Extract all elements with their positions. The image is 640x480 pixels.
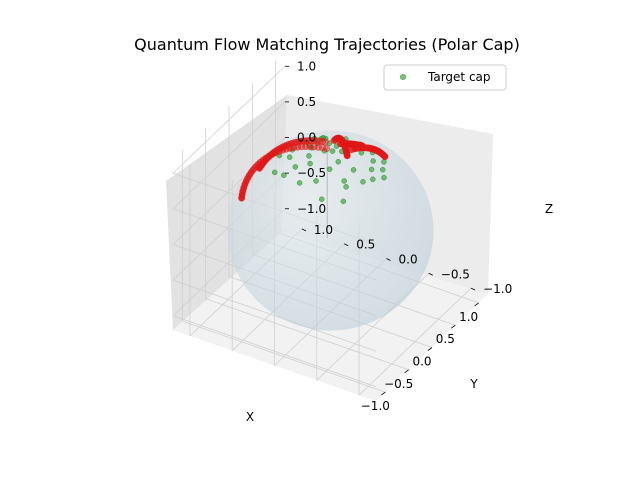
- trajectory-point: [319, 138, 326, 145]
- target-cap-point: [306, 153, 312, 159]
- z-tick-label: 0.5: [297, 95, 316, 109]
- target-cap-point: [271, 169, 278, 176]
- x-tick-mark: [381, 391, 386, 396]
- legend-box: [383, 64, 507, 91]
- legend-marker-target-cap: [400, 74, 406, 80]
- y-tick-mark: [386, 258, 391, 261]
- grid-line: [172, 65, 286, 174]
- target-cap-point: [286, 154, 293, 160]
- y-tick-mark: [470, 287, 476, 291]
- target-cap-point: [360, 179, 366, 185]
- sphere-surface: [227, 130, 434, 331]
- y-tick-mark: [344, 243, 349, 247]
- target-cap-point: [326, 140, 333, 146]
- z-tick-label: 0.0: [297, 131, 316, 145]
- trajectory-point: [313, 137, 321, 145]
- y-tick-label: 0.5: [356, 238, 375, 252]
- target-cap-point: [350, 167, 357, 173]
- target-cap-point: [333, 143, 340, 149]
- x-tick-label: −0.5: [384, 377, 413, 391]
- target-cap-point: [319, 196, 325, 202]
- target-cap-point: [326, 166, 333, 173]
- trajectory-point: [316, 137, 324, 145]
- target-cap-point: [341, 178, 347, 184]
- x-tick-mark: [404, 369, 409, 374]
- x-tick-mark: [474, 302, 479, 307]
- z-tick-label: −0.5: [297, 166, 326, 180]
- target-cap-point: [340, 198, 347, 205]
- y-tick-mark: [301, 228, 307, 232]
- target-cap-point: [368, 166, 375, 173]
- grid-line: [172, 101, 286, 210]
- target-cap-point: [296, 180, 303, 186]
- z-tick-label: 1.0: [297, 59, 316, 73]
- x-tick-label: 0.5: [436, 332, 455, 346]
- x-tick-label: −1.0: [361, 399, 390, 413]
- z-tick-label: −1.0: [297, 202, 326, 216]
- x-tick-label: 0.0: [412, 355, 431, 369]
- trajectory-point: [347, 146, 355, 154]
- chart-title: Quantum Flow Matching Trajectories (Pola…: [134, 35, 520, 54]
- y-tick-label: 0.0: [399, 253, 418, 267]
- target-cap-point: [307, 160, 313, 167]
- target-cap-point: [381, 174, 387, 181]
- y-tick-label: −1.0: [483, 282, 512, 296]
- x-tick-mark: [451, 324, 456, 329]
- target-cap-point: [292, 164, 299, 170]
- trajectory-point: [331, 136, 339, 143]
- target-cap-point: [343, 184, 349, 190]
- y-tick-mark: [428, 272, 433, 276]
- trajectory-point: [321, 138, 329, 146]
- trajectory-point: [331, 136, 339, 144]
- pane-back-left: [166, 95, 287, 330]
- x-tick-mark: [427, 347, 433, 351]
- trajectory-point: [330, 137, 338, 144]
- x-axis-label: X: [246, 410, 254, 424]
- data-marks: [238, 134, 389, 205]
- target-cap-point: [370, 158, 376, 164]
- target-cap-point: [329, 148, 336, 154]
- y-tick-label: 1.0: [314, 223, 333, 237]
- y-tick-label: −0.5: [441, 267, 470, 281]
- y-axis-label: Y: [469, 377, 478, 391]
- target-cap-point: [281, 172, 287, 178]
- target-cap-point: [380, 166, 386, 173]
- trajectory-point: [323, 145, 331, 152]
- target-cap-point: [335, 158, 342, 165]
- target-cap-point: [313, 178, 319, 184]
- target-cap-point: [370, 176, 376, 183]
- x-tick-label: 1.0: [459, 310, 478, 324]
- z-axis-label: Z: [545, 202, 553, 216]
- sphere: [227, 130, 434, 331]
- legend: Target cap: [383, 64, 507, 91]
- axis-ticks: −1.0 −0.5 0.0 0.5 1.0 −1.0 −0.5 0.0 0.5 1.0 −1.0 −0…: [285, 59, 512, 413]
- target-cap-point: [381, 159, 387, 165]
- legend-label-target-cap: Target cap: [427, 70, 491, 84]
